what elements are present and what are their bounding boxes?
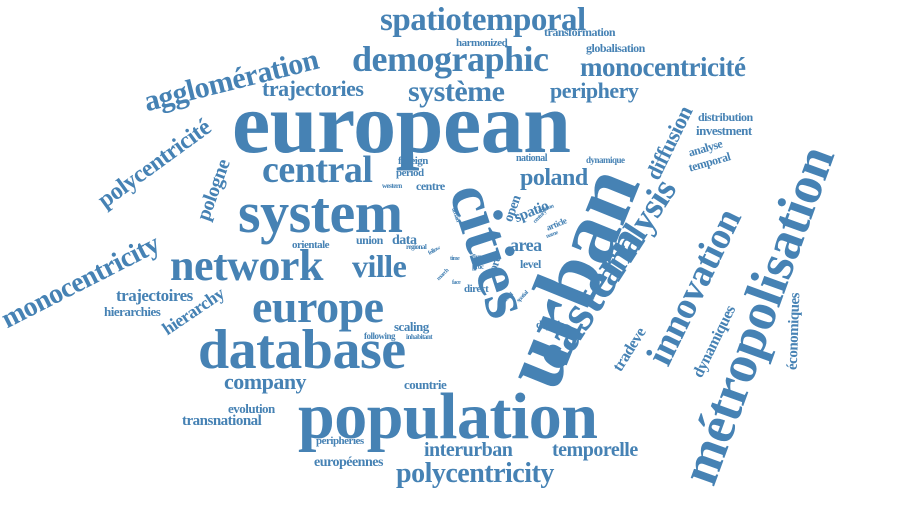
word-centre: centre xyxy=(416,179,445,193)
word-face: face xyxy=(452,280,461,286)
word-demographic: demographic xyxy=(352,39,549,79)
word-data: data xyxy=(392,233,417,248)
word-distribution: distribution xyxy=(698,110,753,124)
word-europe: europe xyxy=(252,281,384,332)
word-pologne: pologne xyxy=(192,156,235,224)
word-system: system xyxy=(238,180,403,245)
word-proc: proc xyxy=(472,263,484,271)
word-countrie: countrie xyxy=(404,377,447,392)
word-period: period xyxy=(396,167,424,179)
word-europeennes: européennes xyxy=(314,455,383,470)
word-firm: firm xyxy=(472,253,484,261)
word-depuis: depuis xyxy=(536,319,564,331)
word-company: company xyxy=(224,369,307,394)
word-time: time xyxy=(450,256,460,262)
word-dynamique: dynamique xyxy=(586,155,625,165)
word-investment: investment xyxy=(696,123,752,138)
word-peripheries: peripheries xyxy=(316,435,364,447)
word-network: network xyxy=(170,241,323,290)
word-national: national xyxy=(516,153,548,164)
word-economiques: économiques xyxy=(784,292,804,371)
word-monocentricite: monocentricité xyxy=(580,52,746,82)
word-size: size xyxy=(470,240,478,246)
word-european: european xyxy=(232,75,571,171)
word-population: population xyxy=(298,380,598,453)
word-database: database xyxy=(198,319,406,381)
word-union: union xyxy=(356,233,383,247)
word-level: level xyxy=(520,257,541,271)
word-systeme: système xyxy=(408,75,505,108)
word-western: western xyxy=(382,182,402,190)
word-diffusion: diffusion xyxy=(640,101,698,184)
word-interurban: interurban xyxy=(424,439,513,461)
word-poland: poland xyxy=(520,165,588,191)
word-hierarchies: hierarchies xyxy=(104,304,161,319)
word-transformation: transformation xyxy=(544,25,616,39)
word-periphery: periphery xyxy=(550,78,639,103)
word-temporelle: temporelle xyxy=(552,439,638,461)
word-trajectoires: trajectoires xyxy=(116,286,193,305)
word-follow: follow xyxy=(427,245,442,257)
word-globalisation: globalisation xyxy=(586,41,645,55)
word-trajectories: trajectories xyxy=(262,76,364,101)
word-direct: direct xyxy=(464,283,489,295)
word-scaling: scaling xyxy=(394,319,429,334)
word-polycentricity: polycentricity xyxy=(396,458,554,489)
word-harmonized: harmonized xyxy=(456,37,508,49)
word-inhabitant: inhabitant xyxy=(406,333,433,341)
word-central: central xyxy=(262,149,373,191)
word-area: area xyxy=(510,235,542,255)
word-regional: regional xyxy=(406,243,427,251)
word-orientale: orientale xyxy=(292,239,330,251)
word-ville: ville xyxy=(352,248,407,284)
word-foreign: foreign xyxy=(398,155,428,167)
word-following: following xyxy=(364,331,396,341)
word-march: march xyxy=(435,267,451,283)
word-polycentricite: polycentricité xyxy=(93,114,216,214)
word-evolution: evolution xyxy=(228,401,275,416)
word-transnational: transnational xyxy=(182,413,262,429)
word-spatiotemporal: spatiotemporal xyxy=(380,2,586,38)
